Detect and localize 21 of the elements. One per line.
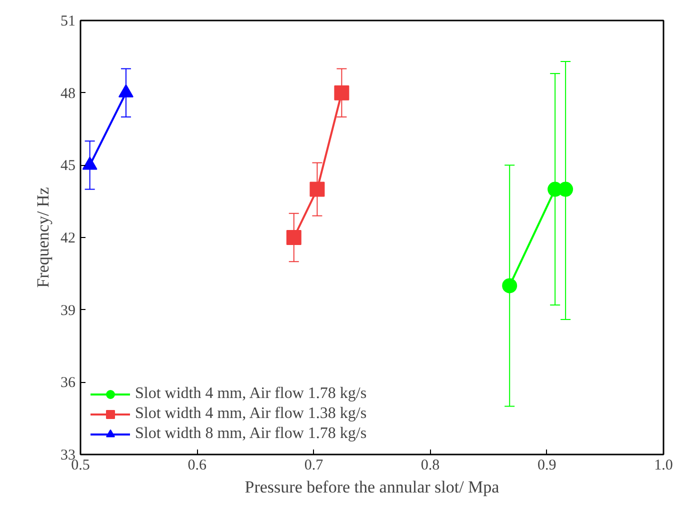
y-tick-label: 39 (60, 302, 76, 319)
x-tick-label: 1.0 (654, 458, 673, 474)
y-tick-label: 45 (60, 158, 76, 174)
legend-label: Slot width 4 mm, Air flow 1.78 kg/s (135, 385, 367, 403)
y-tick-label: 51 (60, 14, 76, 30)
x-tick-label: 0.7 (304, 458, 324, 474)
x-tick-label: 0.8 (420, 458, 440, 474)
legend-label: Slot width 8 mm, Air flow 1.78 kg/s (135, 425, 367, 443)
y-tick-label: 42 (60, 230, 76, 246)
point (310, 182, 325, 197)
point (502, 278, 518, 294)
y-axis-title: Frequency/ Hz (34, 186, 52, 288)
legend-label: Slot width 4 mm, Air flow 1.38 kg/s (135, 405, 367, 423)
x-tick-label: 0.6 (188, 458, 207, 474)
point (334, 85, 350, 100)
y-tick-label: 48 (60, 86, 76, 102)
point (286, 230, 302, 245)
y-tick-label: 36 (60, 375, 76, 392)
x-axis-title: Pressure before the annular slot/ Mpa (244, 478, 500, 496)
point (558, 182, 574, 197)
x-tick-label: 0.9 (538, 458, 556, 474)
